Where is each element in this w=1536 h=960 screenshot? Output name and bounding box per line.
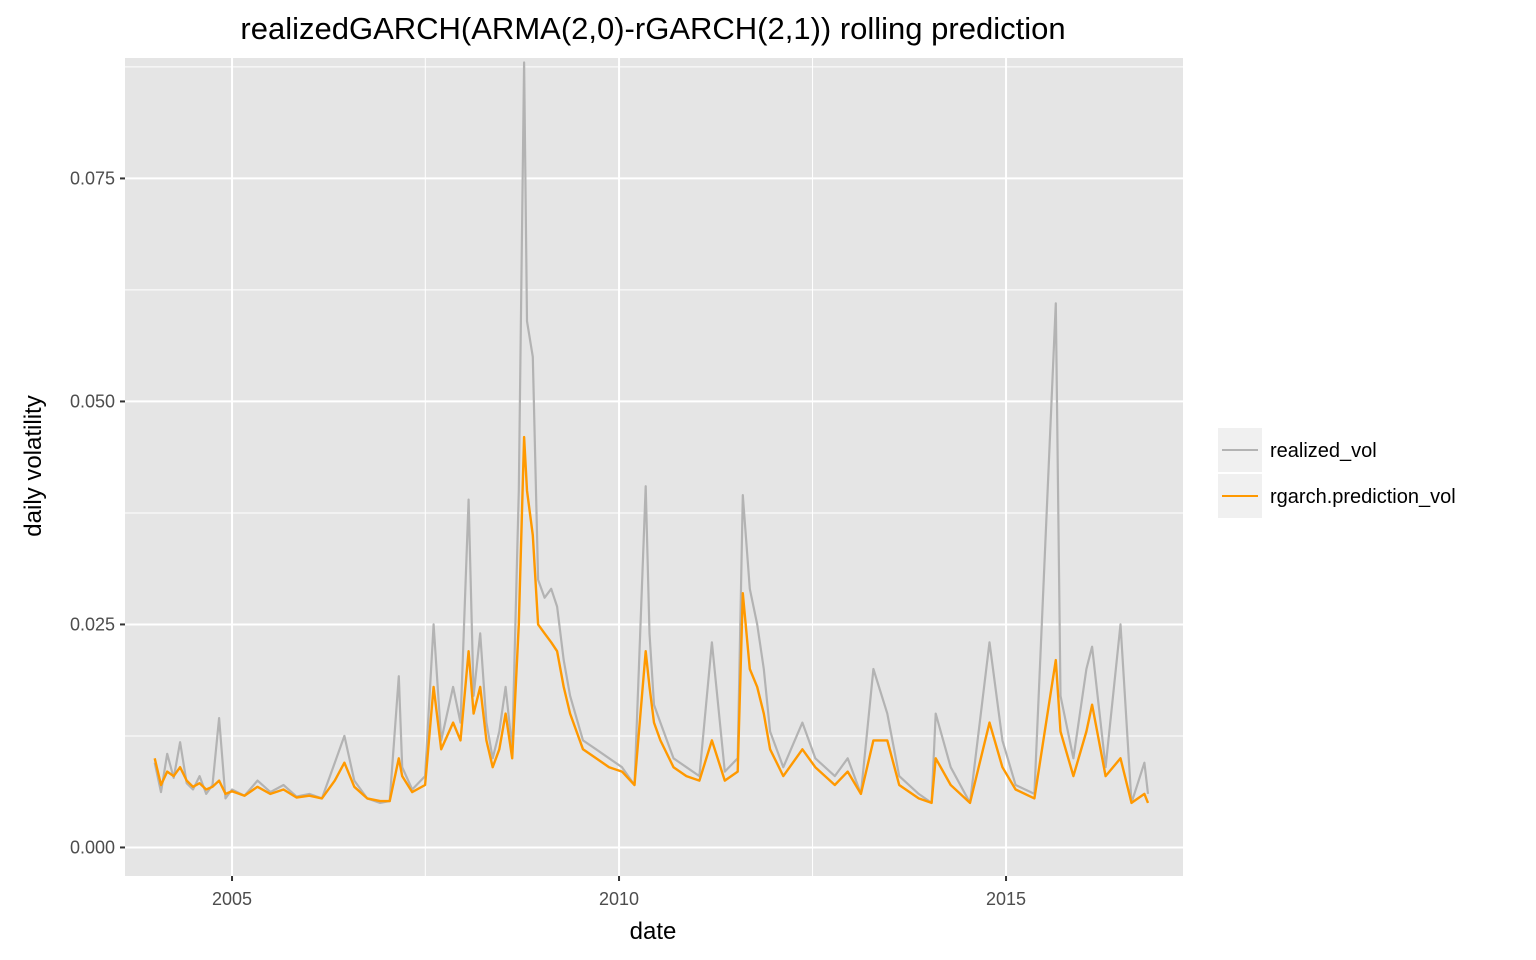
x-tick-label: 2010 <box>599 889 639 909</box>
x-axis-title: date <box>630 918 677 945</box>
x-tick-label: 2015 <box>986 889 1026 909</box>
series-line-rgarch-prediction-vol <box>153 435 1150 805</box>
chart-title: realizedGARCH(ARMA(2,0)-rGARCH(2,1)) rol… <box>240 11 1065 46</box>
y-tick-label: 0.000 <box>70 837 115 857</box>
y-tick-label: 0.050 <box>70 391 115 411</box>
series-line-realized-vol <box>153 61 1150 805</box>
legend-label-prediction: rgarch.prediction_vol <box>1270 486 1456 508</box>
axes: 0.000 0.025 0.050 0.075 2005 2010 2015 <box>70 168 1026 909</box>
x-tick-label: 2005 <box>212 889 252 909</box>
legend-label-realized: realized_vol <box>1270 440 1377 462</box>
y-tick-label: 0.025 <box>70 614 115 634</box>
legend: realized_vol rgarch.prediction_vol <box>1218 428 1456 518</box>
grid-lines <box>125 58 1183 876</box>
y-axis-title: daily volatility <box>20 395 47 536</box>
series-lines <box>153 61 1150 805</box>
plot-panel <box>125 58 1183 876</box>
y-tick-label: 0.075 <box>70 168 115 188</box>
